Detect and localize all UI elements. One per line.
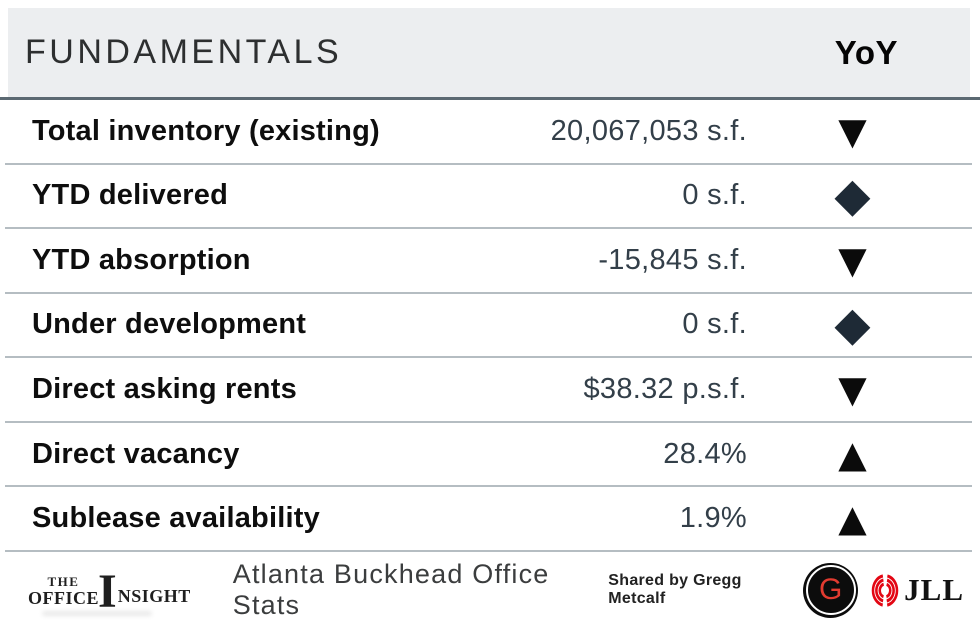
- metric-value: 0 s.f.: [682, 179, 747, 212]
- table-row: YTD delivered 0 s.f. ◆: [5, 165, 972, 230]
- table-row: Direct asking rents $38.32 p.s.f. ▼: [5, 358, 972, 423]
- jll-rings-icon: [871, 573, 899, 607]
- logo-word-nsight: NSIGHT: [117, 586, 191, 607]
- metric-value: 28.4%: [663, 437, 747, 470]
- header-divider: [0, 97, 980, 100]
- jll-wordmark: JLL: [904, 572, 964, 607]
- report-caption: Atlanta Buckhead Office Stats: [232, 559, 550, 620]
- metric-value: 0 s.f.: [682, 308, 747, 341]
- table-header: FUNDAMENTALS YoY: [8, 8, 970, 97]
- metric-label: YTD absorption: [32, 243, 251, 276]
- gregg-metcalf-badge-icon: G: [803, 562, 859, 618]
- yoy-column-header: YoY: [834, 33, 898, 71]
- logo-initial-i: I: [98, 564, 117, 618]
- shared-by-text: Shared by Gregg Metcalf: [608, 572, 742, 607]
- logo-word-office: OFFICE: [28, 588, 100, 609]
- trend-down-icon: ▼: [838, 368, 867, 412]
- table-row: YTD absorption -15,845 s.f. ▼: [5, 229, 972, 294]
- metric-label: Under development: [32, 308, 307, 341]
- jll-logo: JLL: [870, 572, 964, 609]
- metric-value: $38.32 p.s.f.: [583, 373, 747, 406]
- table-row: Under development 0 s.f. ◆: [5, 294, 972, 359]
- trend-flat-icon: ◆: [834, 168, 871, 224]
- trend-up-icon: ▲: [838, 497, 867, 541]
- trend-down-icon: ▼: [838, 109, 867, 153]
- metric-value: 20,067,053 s.f.: [550, 114, 747, 147]
- trend-up-icon: ▲: [838, 432, 867, 476]
- table-row: Direct vacancy 28.4% ▲: [5, 423, 972, 488]
- page-title: FUNDAMENTALS: [25, 33, 343, 71]
- publisher-tagline-blur: [42, 611, 152, 617]
- metric-label: Sublease availability: [32, 502, 320, 535]
- metric-label: Direct asking rents: [32, 373, 297, 406]
- trend-flat-icon: ◆: [834, 297, 871, 353]
- the-office-insight-logo: THE OFFICE I NSIGHT: [28, 564, 191, 618]
- metric-value: -15,845 s.f.: [598, 243, 747, 276]
- table-row: Total inventory (existing) 20,067,053 s.…: [5, 100, 972, 165]
- metric-value: 1.9%: [679, 502, 747, 535]
- fundamentals-table: Total inventory (existing) 20,067,053 s.…: [0, 100, 980, 552]
- footer: THE OFFICE I NSIGHT Atlanta Buckhead Off…: [0, 554, 980, 630]
- g-badge-letter: G: [818, 573, 843, 606]
- logo-word-the: THE: [47, 574, 80, 590]
- metric-label: YTD delivered: [32, 179, 228, 212]
- metric-label: Direct vacancy: [32, 437, 240, 470]
- trend-down-icon: ▼: [838, 238, 867, 282]
- metric-label: Total inventory (existing): [32, 114, 380, 147]
- table-row: Sublease availability 1.9% ▲: [5, 487, 972, 552]
